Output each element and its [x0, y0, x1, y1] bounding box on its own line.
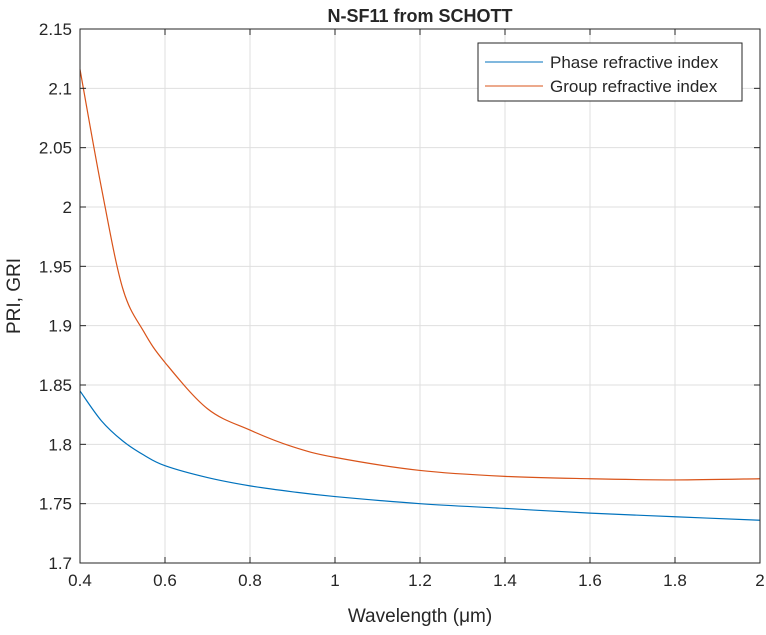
x-tick-label: 0.8	[238, 571, 262, 590]
x-tick-label: 1	[330, 571, 339, 590]
y-tick-label: 2.15	[39, 20, 72, 39]
legend-label-phase: Phase refractive index	[550, 53, 719, 72]
x-tick-label: 0.6	[153, 571, 177, 590]
y-tick-label: 2.05	[39, 139, 72, 158]
series-lines	[79, 69, 761, 521]
series-line-0	[79, 390, 761, 521]
x-tick-label: 1.2	[408, 571, 432, 590]
x-tick-label: 1.4	[493, 571, 517, 590]
legend-label-group: Group refractive index	[550, 77, 718, 96]
y-tick-label: 1.95	[39, 257, 72, 276]
chart-title: N-SF11 from SCHOTT	[327, 6, 512, 26]
y-tick-label: 1.9	[48, 317, 72, 336]
x-tick-label: 1.8	[663, 571, 687, 590]
series-line-1	[79, 69, 761, 481]
x-tick-label: 1.6	[578, 571, 602, 590]
ticks: 0.4 0.6 0.8 1 1.2 1.4 1.6 1.8 2 1.7 1.75 1.8 1.85 1.9…	[39, 20, 765, 590]
y-tick-label: 2	[63, 198, 72, 217]
y-tick-label: 1.8	[48, 435, 72, 454]
y-tick-label: 2.1	[48, 79, 72, 98]
x-axis-label: Wavelength (μm)	[348, 606, 492, 627]
legend: Phase refractive index Group refractive …	[477, 42, 743, 102]
legend-box	[477, 42, 743, 102]
y-axis-label: PRI, GRI	[4, 258, 25, 334]
x-tick-label: 0.4	[68, 571, 92, 590]
x-tick-label: 2	[755, 571, 764, 590]
y-tick-label: 1.7	[48, 554, 72, 573]
y-tick-label: 1.85	[39, 376, 72, 395]
grid	[79, 28, 761, 564]
y-tick-label: 1.75	[39, 495, 72, 514]
